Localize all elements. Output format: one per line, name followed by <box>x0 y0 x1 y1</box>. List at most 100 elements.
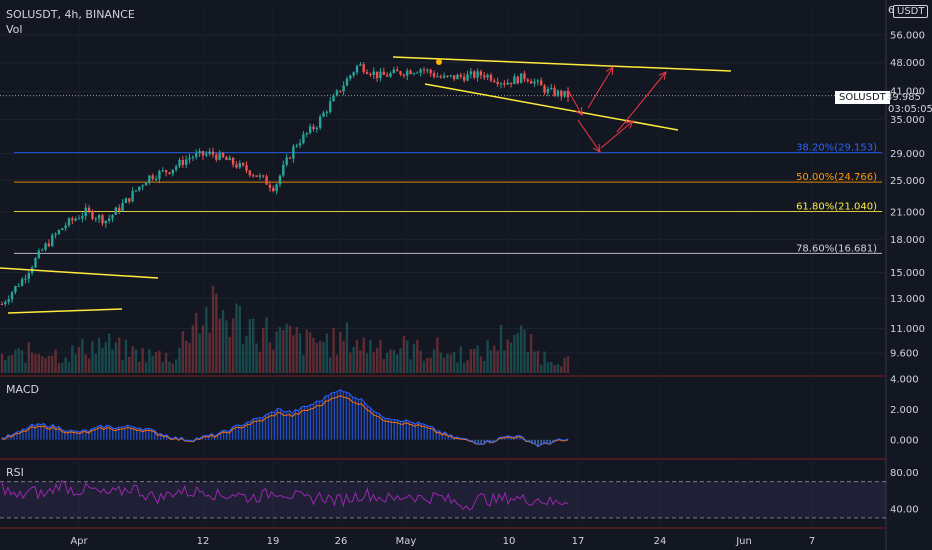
volume-bar <box>111 349 114 373</box>
price-tick-label: 29.000 <box>890 149 925 160</box>
price-tick-label: 21.000 <box>890 207 925 218</box>
volume-label[interactable]: Vol <box>6 23 23 36</box>
candle-body <box>349 75 352 79</box>
candle-body <box>195 153 198 158</box>
candle-body <box>459 74 463 77</box>
candle-body <box>215 154 218 160</box>
volume-bar <box>151 355 154 373</box>
candle-body <box>47 243 51 247</box>
candle-body <box>51 235 54 247</box>
candle-body <box>422 69 426 71</box>
volume-bar <box>4 359 7 373</box>
candle-body <box>416 72 419 74</box>
candle-body <box>231 157 235 165</box>
candle-body <box>91 210 94 219</box>
candle-body <box>198 151 201 154</box>
candle-body <box>201 151 205 156</box>
volume-bar <box>486 340 489 373</box>
candle-body <box>546 89 550 93</box>
candle-body <box>144 182 148 186</box>
volume-bar <box>262 327 265 373</box>
volume-bar <box>14 349 17 373</box>
candle-body <box>476 71 479 78</box>
volume-bar <box>148 349 151 373</box>
candle-body <box>208 151 211 154</box>
volume-bar <box>71 345 74 373</box>
candle-body <box>248 170 252 176</box>
rsi-tick-label: 80.00 <box>890 468 919 479</box>
volume-bar <box>57 363 61 373</box>
volume-bar <box>526 352 530 373</box>
candle-body <box>409 70 412 75</box>
candle-body <box>325 111 329 113</box>
candle-body <box>262 175 265 177</box>
rsi-title[interactable]: RSI <box>6 466 24 479</box>
volume-bar <box>248 319 252 373</box>
volume-bar <box>339 331 342 373</box>
volume-bar <box>221 310 225 373</box>
rsi-line <box>1 479 569 511</box>
volume-bar <box>7 355 10 373</box>
price-tick-label: 41.000 <box>890 87 925 98</box>
macd-tick-label: 0.000 <box>890 435 919 446</box>
volume-bar <box>154 351 158 373</box>
candle-body <box>466 74 469 81</box>
volume-bar <box>198 333 201 373</box>
volume-bar <box>144 362 148 373</box>
macd-title[interactable]: MACD <box>6 383 39 396</box>
time-axis[interactable]: Apr 12 19 26 May 10 17 24 Jun 7 <box>70 536 815 547</box>
volume-bar <box>265 317 268 373</box>
arrow-head <box>658 71 667 80</box>
volume-bar <box>231 318 235 373</box>
volume-bar <box>543 351 546 373</box>
candle-body <box>312 126 315 130</box>
candle-body <box>429 69 432 74</box>
candle-body <box>540 80 543 86</box>
candle-body <box>362 64 365 73</box>
candle-body <box>44 243 47 250</box>
arrow-shaft <box>600 120 634 149</box>
volume-bar <box>365 353 369 373</box>
candle-body <box>178 159 181 167</box>
volume-bar <box>131 345 134 373</box>
candle-body <box>369 73 372 75</box>
time-tick-label: 26 <box>335 536 348 547</box>
volume-bar <box>218 318 221 373</box>
candle-body <box>0 303 4 305</box>
candle-body <box>181 159 185 165</box>
volume-bar <box>563 357 566 373</box>
volume-bar <box>34 354 37 373</box>
symbol-title[interactable]: SOLUSDT, 4h, BINANCE <box>6 8 135 21</box>
volume-bar <box>369 339 372 373</box>
candle-body <box>556 90 560 96</box>
trendline <box>7 308 123 314</box>
time-tick-label: 12 <box>197 536 210 547</box>
volume-bar <box>473 348 476 373</box>
volume-bar <box>171 363 175 373</box>
volume-bar <box>77 347 81 373</box>
candle-body <box>168 172 171 174</box>
volume-bar <box>456 362 459 373</box>
volume-bar <box>546 362 550 373</box>
price-tick-label: 15.000 <box>890 268 925 279</box>
candle-body <box>452 75 456 80</box>
volume-bar <box>17 348 20 373</box>
candle-body <box>529 81 533 84</box>
volume-bar <box>318 340 322 373</box>
price-axis[interactable]: 56.000 48.000 41.000 35.000 29.000 25.000 21.0… <box>890 30 925 515</box>
volume-bar <box>389 349 392 373</box>
currency-badge[interactable]: USDT <box>893 5 929 18</box>
volume-bar <box>24 362 27 373</box>
volume-bar <box>94 353 97 373</box>
price-tick-label: 25.000 <box>890 176 925 187</box>
candle-body <box>523 73 526 80</box>
candle-body <box>339 90 342 92</box>
candle-body <box>27 272 30 279</box>
volume-bar <box>298 333 302 373</box>
candle-body <box>375 71 379 79</box>
candle-body <box>503 83 506 85</box>
candle-body <box>174 166 178 170</box>
volume-bar <box>419 350 422 373</box>
volume-bar <box>479 356 483 373</box>
